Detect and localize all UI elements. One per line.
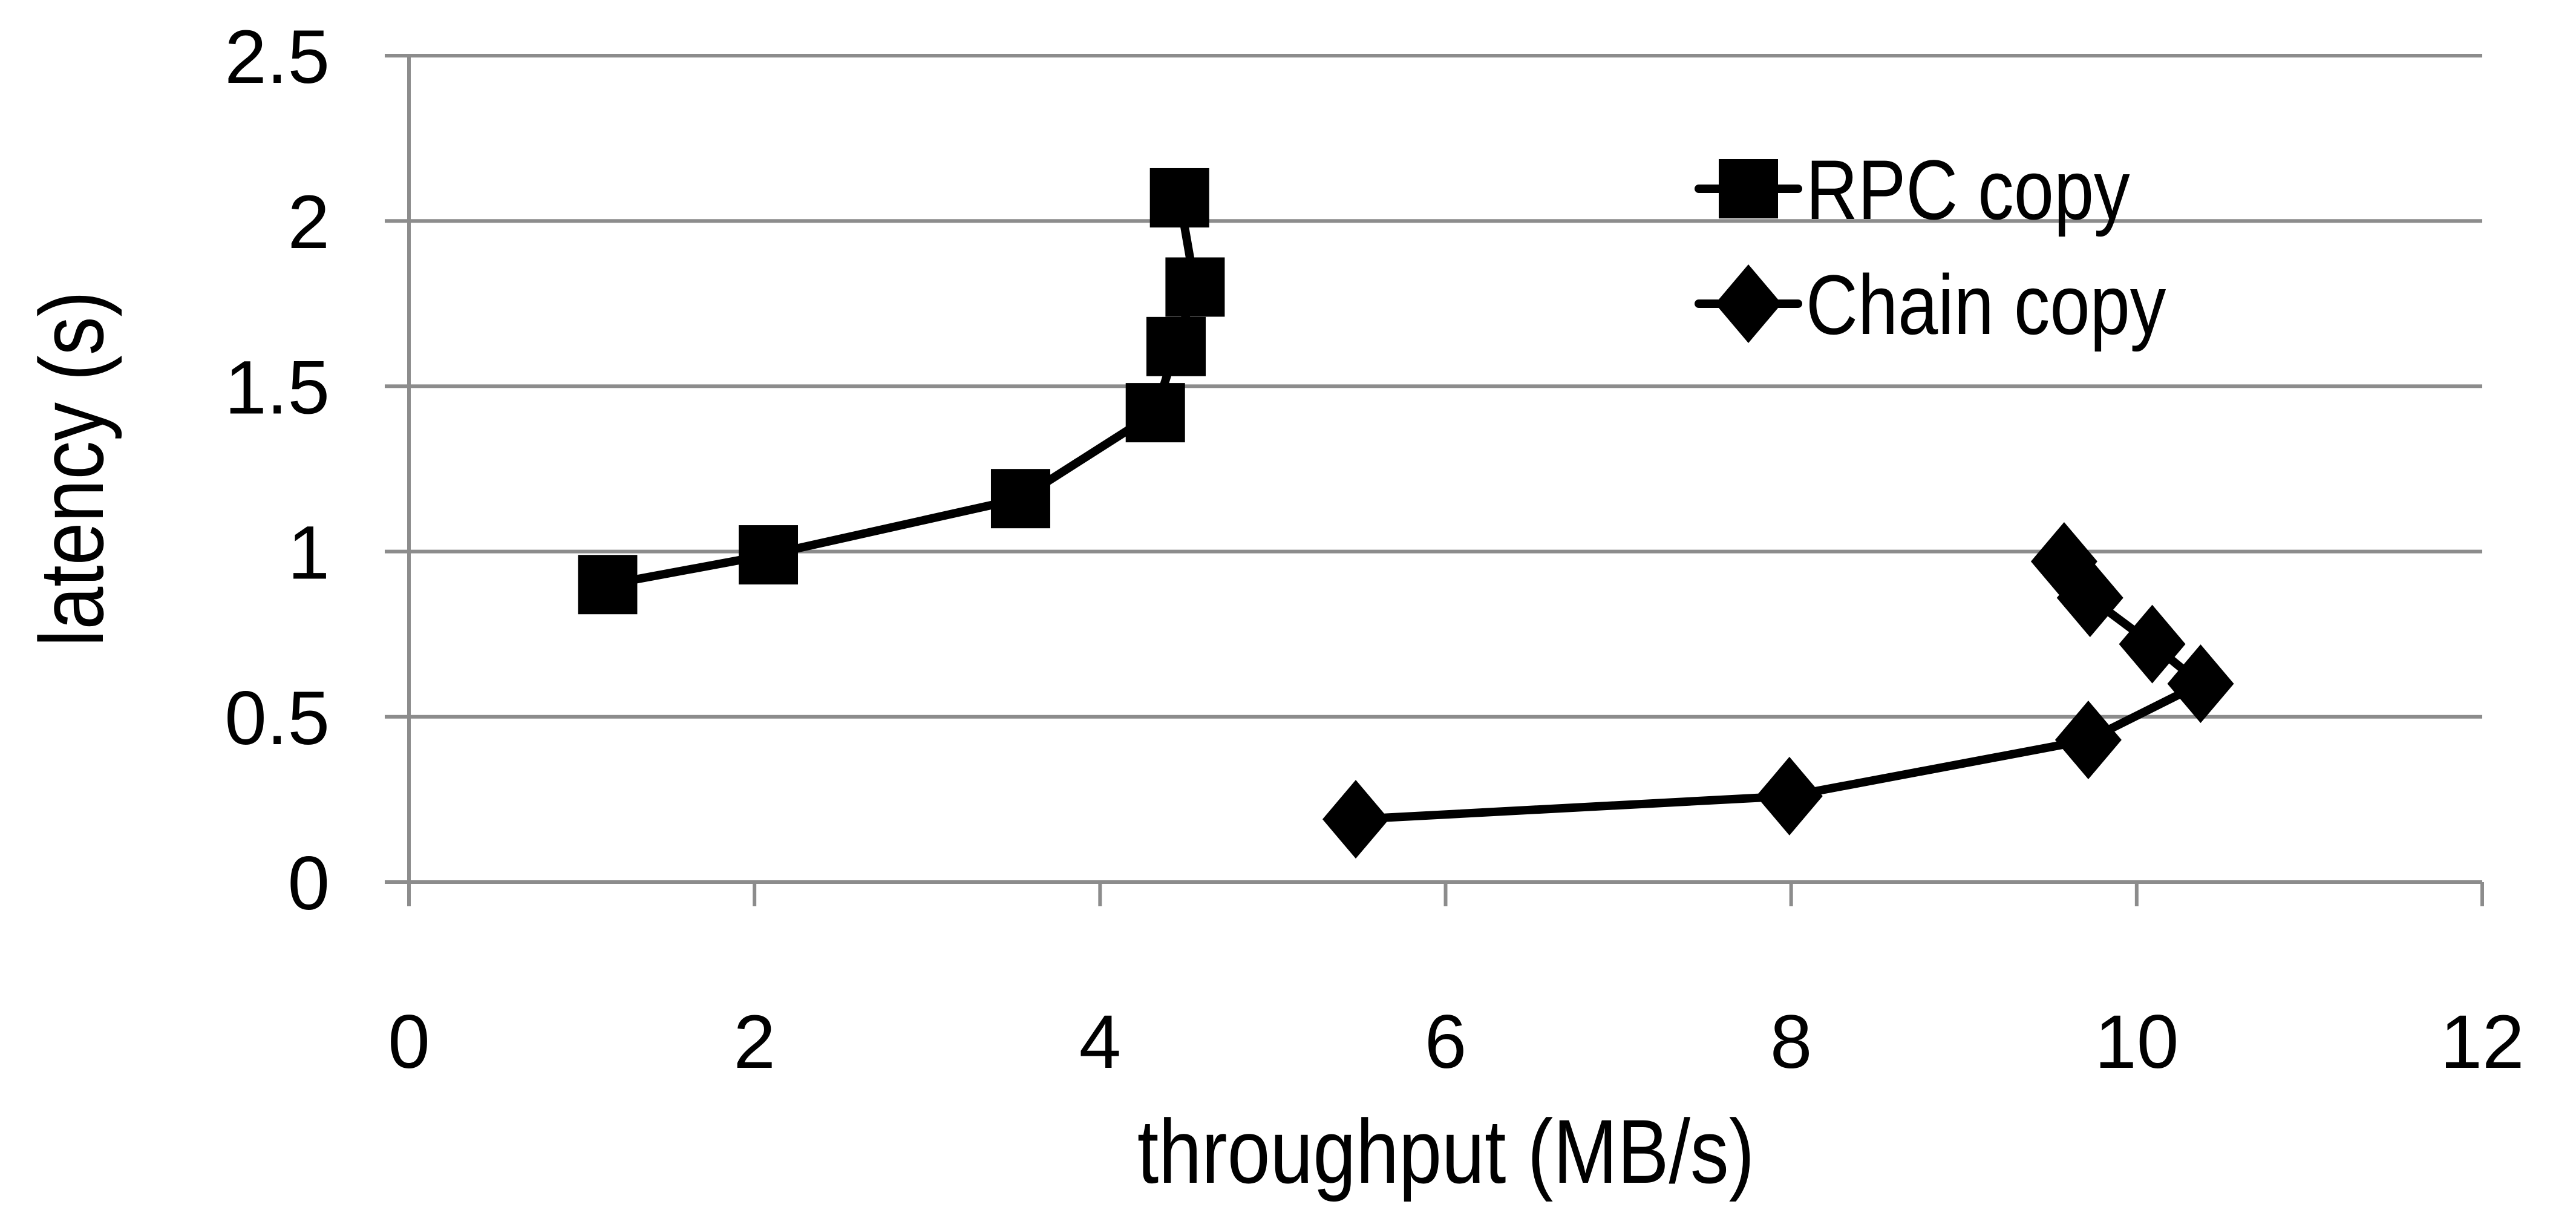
x-tick-label: 6: [1425, 1000, 1467, 1084]
y-tick-label: 0: [287, 842, 330, 926]
data-point-square: [990, 469, 1050, 529]
gridlines: [409, 54, 2482, 719]
data-point-diamond: [1322, 780, 1389, 859]
x-tick-label: 2: [733, 1000, 776, 1084]
y-tick-label: 1: [287, 511, 330, 595]
data-point-diamond: [2055, 701, 2122, 780]
data-point-square: [1165, 257, 1225, 317]
data-point-square: [739, 525, 799, 585]
x-tick-label: 4: [1079, 1000, 1122, 1084]
legend-label: Chain copy: [1806, 257, 2166, 352]
y-axis-label: latency (s): [21, 291, 122, 647]
data-point-diamond: [1756, 756, 1823, 836]
series-layer: [578, 168, 2234, 859]
legend-label: RPC copy: [1806, 142, 2130, 237]
legend-item: RPC copy: [1695, 142, 2130, 237]
x-tick-label: 12: [2440, 1000, 2524, 1084]
data-point-square: [1149, 168, 1209, 227]
data-point-diamond: [2167, 644, 2234, 724]
data-point-square: [1125, 383, 1185, 443]
legend-item: Chain copy: [1695, 257, 2166, 352]
series-chain-copy: [1322, 522, 2234, 859]
x-tick-label: 10: [2094, 1000, 2179, 1084]
y-tick-label: 1.5: [224, 345, 330, 430]
x-axis-label: throughput (MB/s): [1137, 1101, 1754, 1202]
data-point-square: [1146, 316, 1206, 376]
tick-labels: 0 0.5 1 1.5 2 2.5 0 2 4 6 8 10 12: [224, 15, 2524, 1084]
y-tick-label: 2: [287, 180, 330, 264]
y-tick-label: 2.5: [224, 15, 330, 99]
series-line: [607, 197, 1200, 589]
data-point-diamond: [2030, 522, 2097, 601]
axes: [385, 54, 2484, 906]
data-point-square: [578, 555, 638, 615]
legend-square-icon: [1719, 159, 1778, 218]
legend: RPC copy Chain copy: [1695, 142, 2166, 352]
series-rpc-copy: [578, 168, 1225, 615]
y-tick-label: 0.5: [224, 676, 330, 760]
x-tick-label: 8: [1770, 1000, 1813, 1084]
legend-diamond-icon: [1715, 264, 1782, 343]
x-tick-label: 0: [388, 1000, 430, 1084]
data-point-diamond: [2119, 604, 2186, 684]
